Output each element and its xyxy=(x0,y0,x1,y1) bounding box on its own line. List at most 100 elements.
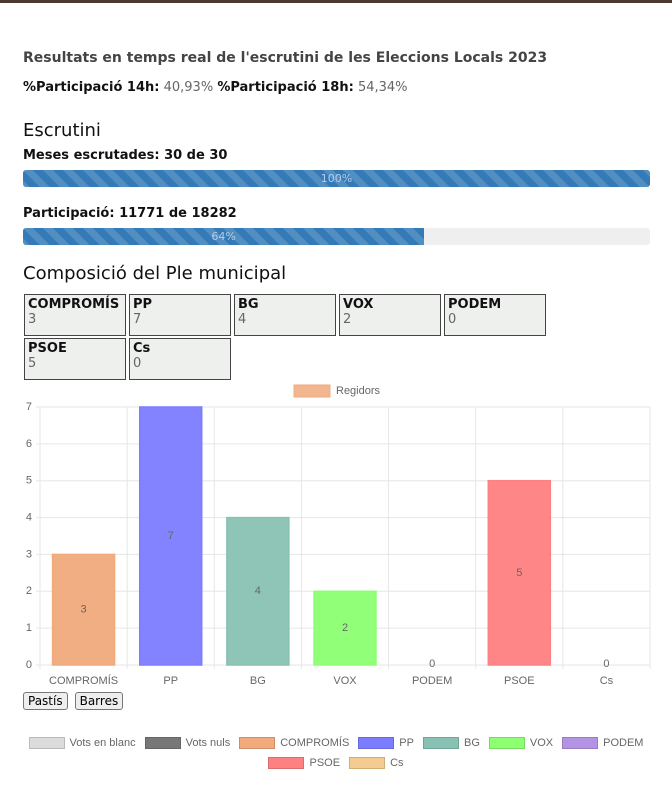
chart-type-button[interactable]: Barres xyxy=(74,692,124,710)
bar-value-label: 0 xyxy=(429,658,435,670)
legend-label: Cs xyxy=(390,757,404,769)
participation: %Participació 14h: 40,93% %Participació … xyxy=(23,80,408,95)
legend-label: PSOE xyxy=(309,757,341,769)
legend-item: Vots en blanc xyxy=(28,737,136,749)
page-title: Resultats en temps real de l'escrutini d… xyxy=(23,50,548,66)
party-box: PODEM 0 xyxy=(444,294,546,336)
legend-swatch xyxy=(358,737,395,749)
party-name: BG xyxy=(238,297,259,312)
bar xyxy=(313,590,377,666)
legend-swatch xyxy=(349,757,386,769)
party-seats: 3 xyxy=(28,312,37,327)
legend-label: COMPROMÍS xyxy=(280,737,350,749)
legend-swatch xyxy=(239,737,276,749)
bar-value-label: 5 xyxy=(516,567,522,579)
legend-label: Vots nuls xyxy=(185,737,231,749)
party-name: COMPROMÍS xyxy=(28,297,120,312)
party-box: VOX 2 xyxy=(339,294,441,336)
y-tick-label: 0 xyxy=(26,659,32,671)
chart: 0 1 2 3 4 5 6 7 Regidors COMPROMÍS 3 PP 7 BG 4 VOX 2 PODE… xyxy=(26,384,651,687)
progress-bar: 100% xyxy=(23,170,650,187)
bar xyxy=(226,516,290,666)
party-seats: 0 xyxy=(448,312,457,327)
x-tick-label: PSOE xyxy=(504,675,535,687)
legend-label: PP xyxy=(399,737,414,749)
legend-swatch xyxy=(293,384,331,398)
participation-label: %Participació 14h: xyxy=(23,80,160,95)
legend-item: PP xyxy=(358,737,414,749)
party-name: PP xyxy=(133,297,153,312)
section-heading: Composició del Ple municipal xyxy=(23,263,287,284)
party-box: BG 4 xyxy=(234,294,336,336)
y-tick-label: 5 xyxy=(26,475,32,487)
bar-value-label: 4 xyxy=(255,585,261,597)
party-name: PODEM xyxy=(448,297,502,312)
party-seats: 4 xyxy=(238,312,247,327)
party-boxes: COMPROMÍS 3 PP 7 BG 4 VOX 2 PODEM 0 PSOE 5 Cs 0 xyxy=(24,294,644,380)
y-tick-label: 1 xyxy=(26,622,32,634)
progress-bar: 64% xyxy=(23,228,650,245)
legend-item: PODEM xyxy=(562,737,643,749)
party-seats: 0 xyxy=(133,356,142,371)
x-tick-label: PODEM xyxy=(412,675,452,687)
party-box: COMPROMÍS 3 xyxy=(24,294,126,336)
party-box: Cs 0 xyxy=(129,338,231,380)
x-tick-label: BG xyxy=(250,675,266,687)
participation-label: %Participació 18h: xyxy=(217,80,354,95)
chart-type-button[interactable]: Pastís xyxy=(23,692,68,710)
party-name: VOX xyxy=(343,297,374,312)
progress-label: Participació: 11771 de 18282 xyxy=(23,206,237,221)
legend: Vots en blanc Vots nuls COMPROMÍS PP BG VOX PO… xyxy=(16,737,656,769)
progress-fill: 100% xyxy=(23,170,650,187)
y-tick-label: 7 xyxy=(26,401,32,413)
progress-fill: 64% xyxy=(23,228,425,245)
bar xyxy=(138,406,203,666)
section-heading: Escrutini xyxy=(23,120,101,141)
bar-value-label: 0 xyxy=(603,658,609,670)
legend-swatch xyxy=(562,737,599,749)
bar xyxy=(51,553,116,666)
party-seats: 7 xyxy=(133,312,142,327)
bar-value-label: 7 xyxy=(168,530,174,542)
top-strip xyxy=(0,0,672,3)
legend-swatch xyxy=(144,737,181,749)
y-tick-label: 2 xyxy=(26,585,32,597)
legend-swatch xyxy=(28,737,65,749)
x-tick-label: COMPROMÍS xyxy=(49,674,118,687)
progress-text: 100% xyxy=(320,172,353,185)
legend-item: PSOE xyxy=(268,757,340,769)
legend-item: Vots nuls xyxy=(144,737,231,749)
legend-swatch xyxy=(422,737,459,749)
party-name: Cs xyxy=(133,341,151,356)
x-tick-label: PP xyxy=(163,675,178,687)
y-tick-label: 4 xyxy=(26,511,32,523)
party-seats: 5 xyxy=(28,356,37,371)
party-name: PSOE xyxy=(28,341,67,356)
party-seats: 2 xyxy=(343,312,352,327)
progress-label: Meses escrutades: 30 de 30 xyxy=(23,148,228,163)
legend-label: BG xyxy=(463,737,480,749)
y-tick-label: 3 xyxy=(26,548,32,560)
y-tick-label: 6 xyxy=(26,438,32,450)
x-tick-label: VOX xyxy=(333,675,357,687)
x-tick-label: Cs xyxy=(600,675,614,687)
legend-label: Vots en blanc xyxy=(69,737,136,749)
legend-swatch xyxy=(488,737,525,749)
bar-value-label: 2 xyxy=(342,622,348,634)
legend-label: VOX xyxy=(529,737,554,749)
legend-item: Cs xyxy=(349,757,404,769)
legend-item: COMPROMÍS xyxy=(239,737,349,749)
chart-buttons: Pastís Barres xyxy=(23,692,124,710)
participation-value: 40,93% xyxy=(163,80,214,95)
legend-label: PODEM xyxy=(603,737,644,749)
legend-item: BG xyxy=(422,737,480,749)
party-box: PP 7 xyxy=(129,294,231,336)
progress-text: 64% xyxy=(211,230,236,243)
legend-label: Regidors xyxy=(336,385,381,397)
bar-value-label: 3 xyxy=(81,604,87,616)
party-box: PSOE 5 xyxy=(24,338,126,380)
legend-item: VOX xyxy=(488,737,554,749)
bar xyxy=(487,479,552,666)
legend-swatch xyxy=(268,757,305,769)
